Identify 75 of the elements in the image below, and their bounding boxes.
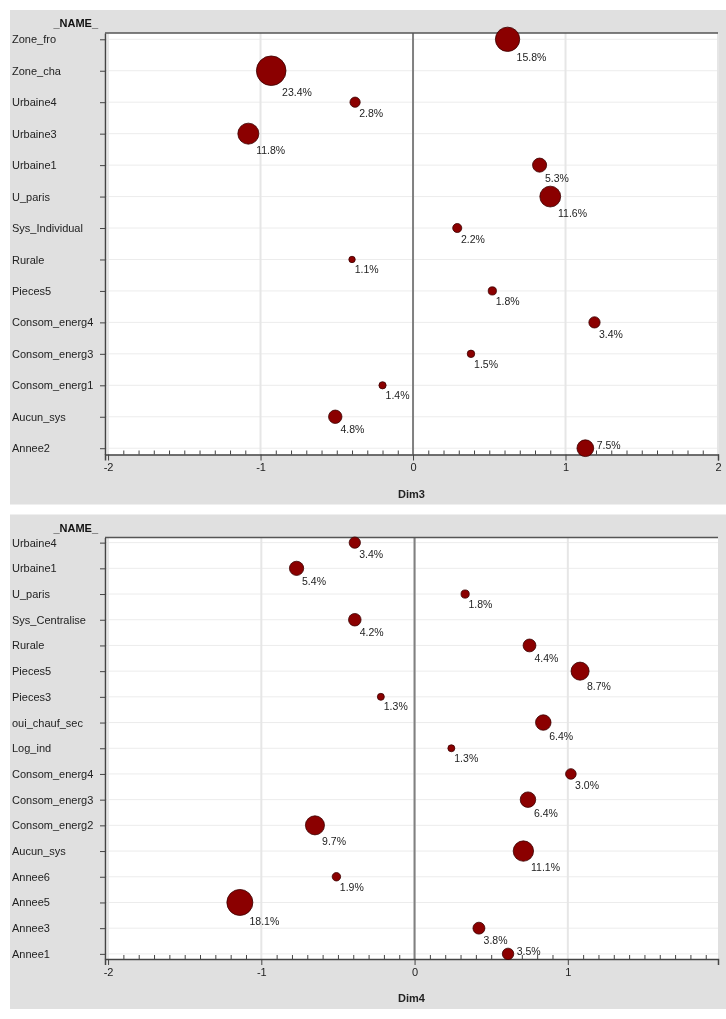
data-label: 1.9% [339,880,364,893]
data-label: 1.5% [474,357,499,370]
data-label: 3.8% [483,934,508,947]
x-axis-title: Dim4 [398,992,426,1004]
y-axis-title: _NAME_ [52,17,99,29]
y-tick-label: Consom_energ4 [12,767,94,780]
y-tick-label: Aucun_sys [12,845,67,858]
data-label: 3.0% [575,779,600,792]
data-label: 4.2% [359,626,384,639]
data-label: 6.4% [533,807,558,820]
y-tick-label: U_paris [12,588,51,601]
y-tick-label: Urbaine1 [12,562,57,575]
x-tick-label: 2 [715,461,722,474]
x-tick-label: -2 [103,461,114,474]
y-tick-label: Consom_energ3 [12,347,94,360]
y-tick-label: Urbaine4 [12,536,57,549]
y-tick-label: Pieces5 [12,665,52,678]
data-label: 1.3% [383,700,408,713]
y-tick-label: Annee6 [12,870,50,883]
x-tick-label: 1 [562,461,570,474]
data-label: 7.5% [596,439,621,452]
data-label: 1.1% [354,262,379,275]
data-label: 2.8% [359,107,384,120]
y-tick-label: Annee3 [12,922,50,935]
x-tick-label: 1 [565,965,572,978]
data-label: 6.4% [549,730,574,743]
y-tick-label: Urbaine1 [12,159,57,172]
y-tick-label: Pieces5 [12,284,52,297]
x-axis-title: Dim3 [398,487,425,500]
data-label: 4.8% [340,423,365,436]
y-tick-label: Consom_energ2 [12,819,94,832]
x-tick-label: -1 [256,965,267,978]
y-tick-label: Sys_Centralise [12,613,86,626]
y-tick-label: Pieces3 [12,690,52,703]
y-tick-label: Consom_energ4 [12,316,94,329]
y-tick-label: Sys_Individual [12,222,83,235]
x-tick-label: -2 [103,965,114,978]
data-label: 11.8% [256,144,286,157]
data-label: 5.3% [545,172,569,185]
y-tick-label: Consom_energ1 [12,379,94,392]
data-label: 3.4% [359,548,384,561]
data-label: 15.8% [516,51,547,64]
data-label: 1.3% [454,751,479,764]
data-label: 11.1% [531,861,561,874]
x-tick-label: -1 [256,461,266,474]
data-label: 3.5% [516,944,541,957]
y-tick-label: Log_ind [12,742,52,755]
y-tick-label: oui_chauf_sec [12,716,84,729]
data-label: 3.4% [598,328,623,341]
y-tick-label: Annee1 [12,947,50,960]
y-tick-label: Rurale [12,253,45,266]
data-label: 1.8% [468,598,493,611]
y-tick-label: Zone_fro [12,33,57,46]
data-label: 1.8% [495,295,520,308]
y-axis-title: _NAME_ [52,521,99,534]
y-tick-label: Consom_energ3 [12,793,94,806]
y-tick-label: Rurale [12,639,45,652]
data-label: 4.4% [534,651,559,664]
y-tick-label: Aucun_sys [12,410,67,423]
data-label: 5.4% [302,575,326,588]
y-tick-label: Urbaine4 [12,96,57,109]
y-tick-label: Urbaine3 [12,127,57,140]
x-tick-label: 0 [412,965,419,978]
y-tick-label: Zone_cha [12,64,62,77]
y-tick-label: Annee5 [12,896,50,909]
x-tick-label: 0 [410,461,417,474]
data-label: 1.4% [385,388,410,401]
data-label: 2.2% [460,232,485,245]
data-label: 11.6% [558,206,588,219]
data-label: 9.7% [322,834,347,847]
y-tick-label: Annee2 [12,442,50,455]
data-label: 23.4% [282,85,312,98]
y-tick-label: U_paris [12,190,51,203]
data-label: 18.1% [249,915,280,928]
data-label: 8.7% [586,680,611,693]
